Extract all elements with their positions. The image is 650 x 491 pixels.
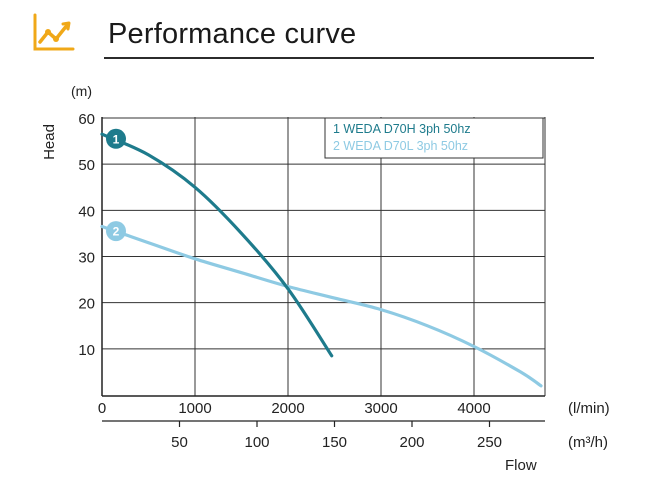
y-tick-label: 40 <box>78 203 95 220</box>
y-axis-unit: (m) <box>71 83 92 99</box>
x-axis-unit-secondary: (m³/h) <box>568 434 608 451</box>
x-tick-label: 0 <box>98 400 106 417</box>
x-tick-label: 3000 <box>364 400 397 417</box>
x-tick-label: 1000 <box>178 400 211 417</box>
series-marker-2 <box>106 221 126 242</box>
chart-legend: 1 WEDA D70H 3ph 50hz 2 WEDA D70L 3ph 50hz <box>324 117 544 159</box>
chart-grid <box>102 117 546 396</box>
title-divider <box>104 57 594 59</box>
series-marker-1 <box>106 128 126 149</box>
legend-entry-1: 1 WEDA D70H 3ph 50hz <box>333 122 471 136</box>
x-tick-label: 4000 <box>457 400 490 417</box>
series-line-1 <box>100 132 334 358</box>
chart-axes <box>101 117 545 427</box>
secondary-x-tick-label: 200 <box>399 434 424 451</box>
series-marker-label: 2 <box>113 225 120 239</box>
secondary-x-tick-label: 250 <box>477 434 502 451</box>
y-tick-label: 20 <box>78 296 95 313</box>
y-tick-label: 50 <box>78 157 95 174</box>
header: Performance curve <box>0 0 650 70</box>
legend-box <box>324 117 544 159</box>
secondary-x-tick-label: 50 <box>171 434 188 451</box>
x-axis-unit-primary: (l/min) <box>568 400 610 417</box>
y-tick-label: 30 <box>78 250 95 267</box>
performance-curve-icon <box>33 13 75 51</box>
chart-series: 21 <box>100 128 543 388</box>
secondary-x-tick-label: 100 <box>244 434 269 451</box>
x-axis-title: Flow <box>505 457 537 474</box>
x-tick-label: 2000 <box>271 400 304 417</box>
chart-labels: 10 20 30 40 50 60 0 1000 2000 3000 4000 50 100 150 200… <box>41 83 610 474</box>
legend-entry-2: 2 WEDA D70L 3ph 50hz <box>333 139 468 153</box>
series-line-2 <box>100 224 543 388</box>
y-axis-title: Head <box>41 124 58 160</box>
series-marker-label: 1 <box>113 132 120 146</box>
y-tick-label: 10 <box>78 342 95 359</box>
secondary-x-tick-label: 150 <box>322 434 347 451</box>
page-title: Performance curve <box>108 18 357 50</box>
y-tick-label: 60 <box>78 111 95 128</box>
